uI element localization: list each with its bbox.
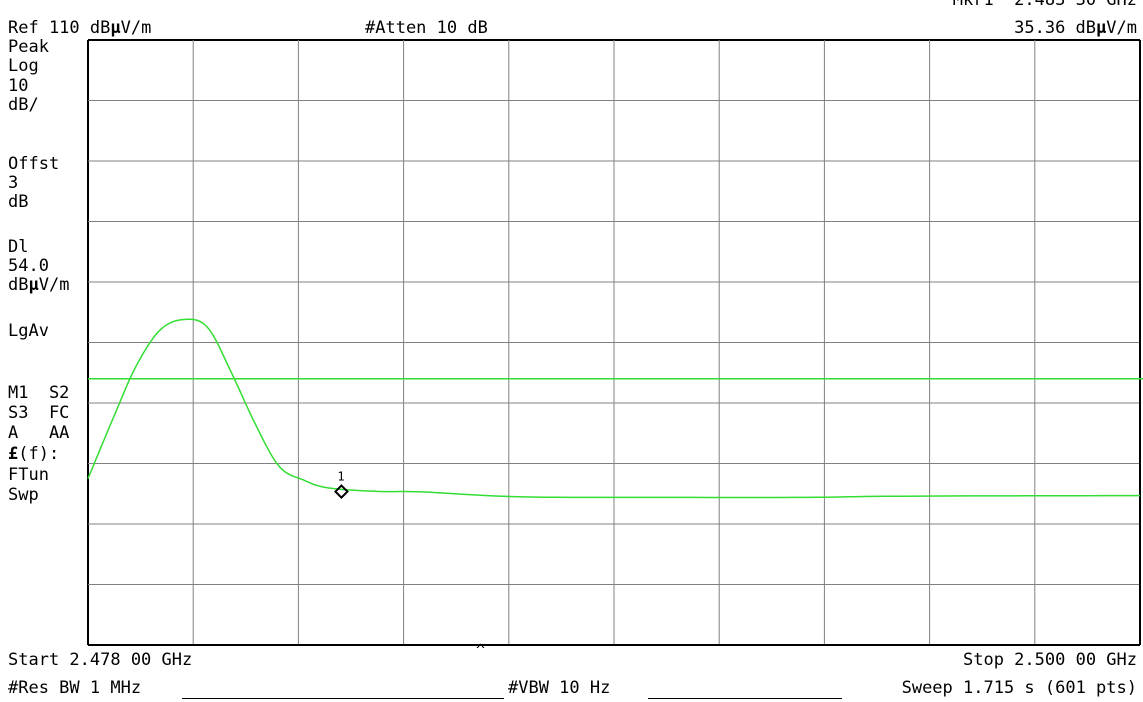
offset-label: Offst [8,154,60,174]
scale-unit: dB/ [8,95,39,115]
ref-level-mu: μ [110,18,121,38]
rbw-underline [182,698,504,699]
attenuation-readout: #Atten 10 dB [365,18,488,38]
offset-value: 3 [8,173,19,193]
marker-label: 1 [337,470,344,484]
average-mode: LgAv [8,321,49,341]
detector-mode: Peak [8,37,49,57]
display-line-unit: dBμV/m [8,276,69,295]
scale-value: 10 [8,76,29,96]
marker-diamond-icon [334,484,349,499]
marker-frequency-readout: Mkr1 2.483 30 GHz [952,0,1137,10]
vbw-underline [648,698,842,699]
function-ftun: FTun [8,465,49,485]
trace-status-row1: M1 S2 [8,383,70,403]
function-symbol: £ [8,444,19,464]
stop-frequency: Stop 2.500 00 GHz [963,650,1137,670]
center-caret-icon: ^ [476,641,486,659]
marker-amplitude-readout: 35.36 dBμV/m [1014,18,1137,38]
scale-type: Log [8,56,39,76]
dl-unit-suffix: V/m [38,275,70,295]
function-suffix: (f): [18,444,60,464]
start-frequency: Start 2.478 00 GHz [8,650,193,670]
dl-unit-mu: μ [28,275,39,295]
marker-amp-suffix: V/m [1106,18,1137,38]
marker-amp-value: 35.36 dB [1014,18,1097,38]
resolution-bandwidth: #Res BW 1 MHz [8,678,142,698]
trace-status-row2: S3 FC [8,403,70,423]
display-line-value: 54.0 [8,256,49,276]
sweep-time: Sweep 1.715 s (601 pts) [901,678,1137,698]
function-swp: Swp [8,485,39,505]
function-label: £(f): [8,445,59,464]
ref-level-suffix: V/m [120,18,152,38]
marker-1: 1 [334,470,349,499]
spectrum-trace [87,318,1140,499]
graticule [87,39,1141,646]
offset-unit: dB [8,192,29,212]
trace-status-row3: A AA [8,423,70,443]
dl-unit-prefix: dB [8,275,29,295]
ref-level-prefix: Ref 110 dB [8,18,111,38]
video-bandwidth: #VBW 10 Hz [508,678,611,698]
marker-amp-mu: μ [1096,18,1107,38]
display-line-label: Dl [8,237,29,257]
reference-level: Ref 110 dBμV/m [8,18,151,38]
